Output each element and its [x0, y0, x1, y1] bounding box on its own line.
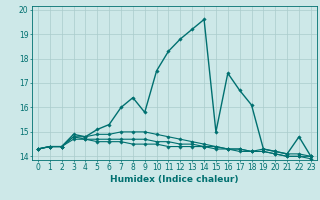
X-axis label: Humidex (Indice chaleur): Humidex (Indice chaleur) — [110, 175, 239, 184]
